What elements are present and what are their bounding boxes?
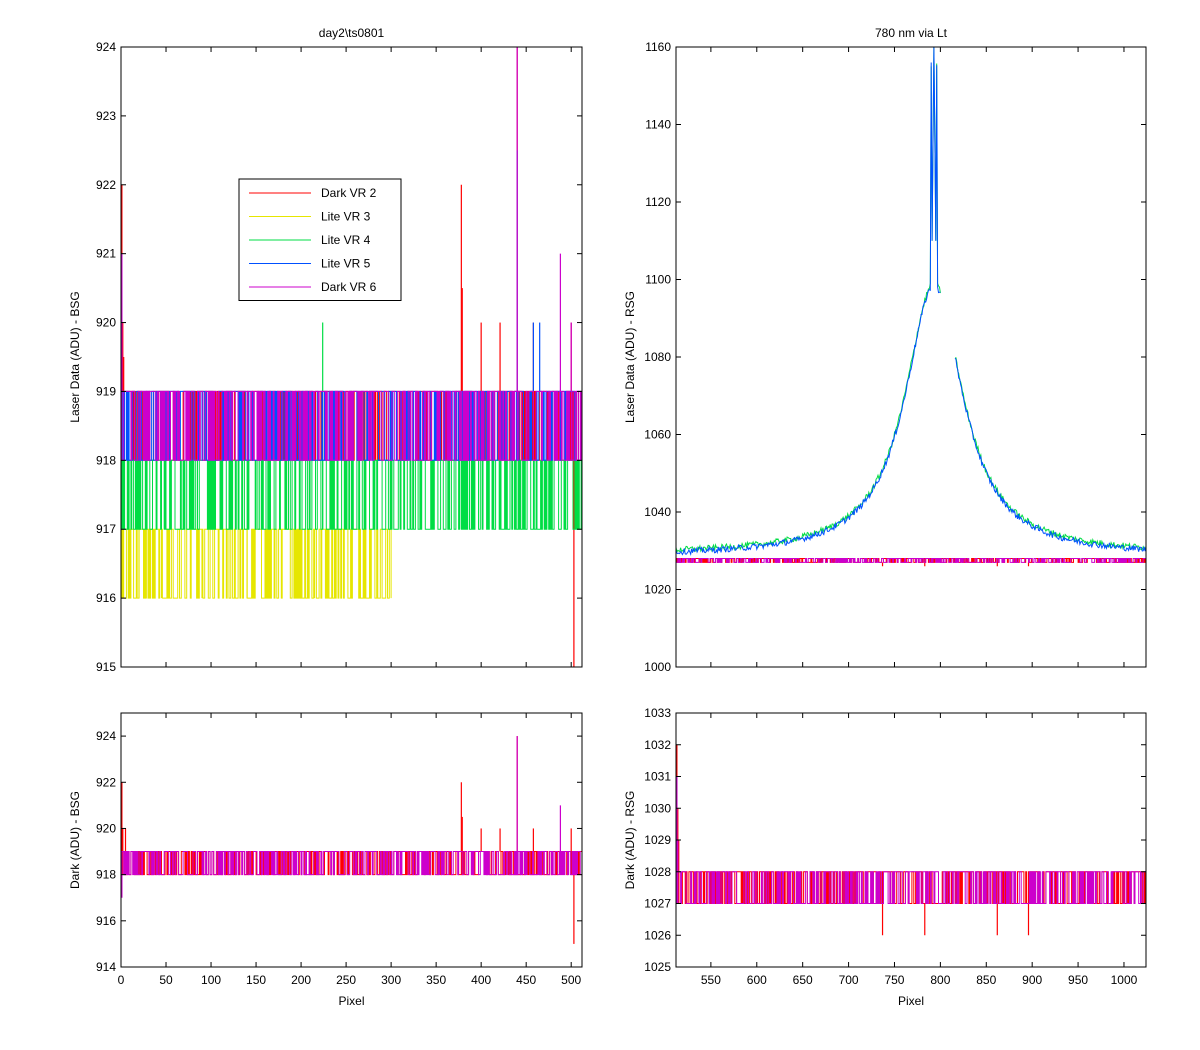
x-axis-label: Pixel xyxy=(338,994,364,1008)
chart-title: day2\ts0801 xyxy=(319,26,385,40)
x-tick-label: 300 xyxy=(381,973,401,987)
y-tick-label: 922 xyxy=(96,178,116,192)
legend-label: Dark VR 2 xyxy=(321,186,377,200)
y-tick-label: 918 xyxy=(96,453,116,467)
y-tick-label: 1033 xyxy=(644,706,671,720)
y-tick-label: 1029 xyxy=(644,833,671,847)
y-axis-label: Dark (ADU) - RSG xyxy=(623,791,637,890)
y-tick-label: 921 xyxy=(96,247,116,261)
y-tick-label: 924 xyxy=(96,729,116,743)
legend-label: Lite VR 5 xyxy=(321,257,371,271)
y-tick-label: 915 xyxy=(96,660,116,674)
y-tick-label: 919 xyxy=(96,384,116,398)
panel-laser-rsg: 1000 1020 1040 1060 1080 1100 1120 1140 1160 780 … xyxy=(623,26,1147,674)
y-tick-label: 1140 xyxy=(645,118,671,132)
series-lite-vr-5 xyxy=(676,47,1146,556)
legend: Dark VR 2 Lite VR 3 Lite VR 4 Lite VR 5 Dark… xyxy=(238,178,402,301)
x-tick-label: 0 xyxy=(118,973,125,987)
y-tick-label: 1060 xyxy=(644,428,671,442)
series-group xyxy=(121,736,582,944)
y-tick-label: 1040 xyxy=(644,505,671,519)
x-tick-label: 400 xyxy=(471,973,491,987)
y-tick-label: 914 xyxy=(96,960,116,974)
y-tick-label: 1100 xyxy=(645,273,671,287)
y-tick-label: 1000 xyxy=(644,660,671,674)
plot-area xyxy=(121,713,582,967)
x-tick-label: 150 xyxy=(246,973,266,987)
x-tick-label: 800 xyxy=(930,973,950,987)
axes-frame xyxy=(120,46,583,668)
x-tick-label: 850 xyxy=(976,973,996,987)
x-tick-label: 750 xyxy=(884,973,904,987)
series-dark-vr-6 xyxy=(121,47,582,461)
x-tick-label: 250 xyxy=(336,973,356,987)
legend-label: Lite VR 4 xyxy=(321,233,371,247)
x-tick-label: 650 xyxy=(793,973,813,987)
series-line xyxy=(676,558,1146,563)
y-axis-label: Laser Data (ADU) - RSG xyxy=(623,291,637,423)
legend-label: Lite VR 3 xyxy=(321,210,371,224)
y-axis-label: Dark (ADU) - BSG xyxy=(68,791,82,889)
x-tick-label: 700 xyxy=(839,973,859,987)
series-line xyxy=(121,390,582,461)
x-tick-label: 500 xyxy=(561,973,581,987)
series-line xyxy=(676,871,1146,904)
y-tick-label: 916 xyxy=(96,914,116,928)
y-tick-label: 1120 xyxy=(645,195,671,209)
y-tick-label: 1080 xyxy=(644,350,671,364)
panel-laser-bsg: 915 916 917 918 919 920 921 922 923 924 day2\ts080… xyxy=(68,26,583,674)
legend-label: Dark VR 6 xyxy=(321,280,377,294)
x-tick-label: 50 xyxy=(159,973,173,987)
y-tick-label: 922 xyxy=(96,775,116,789)
y-tick-label: 1026 xyxy=(644,928,671,942)
x-tick-label: 100 xyxy=(201,973,221,987)
series-group xyxy=(676,47,1146,567)
y-tick-label: 920 xyxy=(96,821,116,835)
y-tick-label: 1160 xyxy=(645,40,671,54)
y-tick-label: 920 xyxy=(96,316,116,330)
y-tick-label: 923 xyxy=(96,109,116,123)
panel-dark-bsg: 0 50 100 150 200 250 300 350 400 450 500 914 916 918 9… xyxy=(68,712,583,1008)
y-tick-label: 1025 xyxy=(644,960,671,974)
series-group xyxy=(121,47,582,667)
x-tick-label: 950 xyxy=(1068,973,1088,987)
series-dark-vr-6 xyxy=(676,558,1146,563)
x-tick-label: 350 xyxy=(426,973,446,987)
y-tick-label: 916 xyxy=(96,591,116,605)
x-axis-label: Pixel xyxy=(898,994,924,1008)
series-group xyxy=(676,744,1146,936)
y-tick-label: 917 xyxy=(96,522,116,536)
chart-title: 780 nm via Lt xyxy=(875,26,948,40)
x-tick-label: 600 xyxy=(747,973,767,987)
y-tick-label: 1032 xyxy=(644,738,671,752)
y-tick-label: 1030 xyxy=(644,801,671,815)
series-line xyxy=(121,851,582,876)
y-tick-label: 1020 xyxy=(644,583,671,597)
axes-frame xyxy=(120,712,583,968)
plot-area xyxy=(676,47,1146,667)
x-tick-label: 200 xyxy=(291,973,311,987)
series-line xyxy=(676,47,1146,556)
x-tick-label: 900 xyxy=(1022,973,1042,987)
y-tick-label: 918 xyxy=(96,868,116,882)
y-tick-label: 1027 xyxy=(644,897,671,911)
y-axis-label: Laser Data (ADU) - BSG xyxy=(68,291,82,422)
x-tick-label: 450 xyxy=(516,973,536,987)
series-line xyxy=(121,459,582,530)
panel-dark-rsg: 550 600 650 700 750 800 850 900 950 1000 1025 1026 1… xyxy=(623,706,1147,1008)
y-tick-label: 1028 xyxy=(644,865,671,879)
x-tick-label: 1000 xyxy=(1111,973,1138,987)
y-tick-label: 924 xyxy=(96,40,116,54)
y-tick-label: 1031 xyxy=(644,770,671,784)
plot-area xyxy=(676,713,1146,967)
x-tick-label: 550 xyxy=(701,973,721,987)
